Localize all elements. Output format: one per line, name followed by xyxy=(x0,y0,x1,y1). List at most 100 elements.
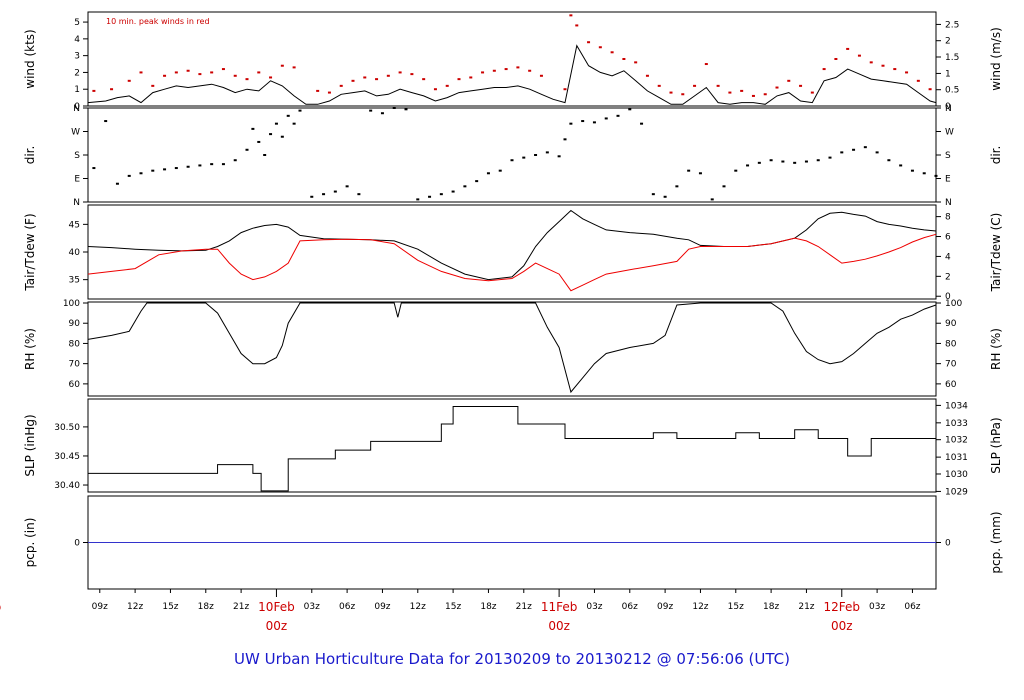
data-point xyxy=(115,182,119,185)
data-point xyxy=(840,151,844,154)
data-point xyxy=(386,74,390,77)
data-point xyxy=(557,155,561,158)
y-tick-label-left: S xyxy=(74,151,80,161)
panel-frame xyxy=(87,398,937,493)
x-tick-label: 18z xyxy=(763,602,779,612)
data-point xyxy=(292,66,296,69)
data-point xyxy=(280,64,284,67)
data-point xyxy=(198,73,202,76)
data-point xyxy=(92,89,96,92)
data-point xyxy=(221,68,225,71)
data-point xyxy=(498,169,502,172)
data-point xyxy=(799,84,803,87)
y-tick-label-right: 2 xyxy=(945,272,951,282)
data-point xyxy=(375,78,379,81)
y-tick-label-right: 2.5 xyxy=(945,20,959,30)
data-point xyxy=(681,93,685,96)
data-point xyxy=(151,84,155,87)
data-point xyxy=(575,24,579,27)
data-point xyxy=(422,78,426,81)
y-tick-label-left: 40 xyxy=(69,248,81,258)
data-point xyxy=(280,135,284,138)
data-point xyxy=(310,195,314,198)
y-tick-label-left: N xyxy=(73,104,80,114)
y-tick-label-right: 1034 xyxy=(945,401,968,411)
data-point xyxy=(716,84,720,87)
data-point xyxy=(875,151,879,154)
x-tick-label: 15z xyxy=(445,602,461,612)
data-point xyxy=(445,84,449,87)
data-point xyxy=(598,46,602,49)
day-hour-label: 00z xyxy=(831,619,853,633)
data-point xyxy=(380,112,384,115)
data-point xyxy=(687,169,691,172)
y-tick-label-left: 45 xyxy=(69,220,80,230)
data-point xyxy=(233,159,237,162)
y-tick-label-left: 4 xyxy=(74,35,80,45)
data-point xyxy=(740,89,744,92)
y-tick-label-right: 1.5 xyxy=(945,53,959,63)
data-point xyxy=(592,121,596,124)
data-point xyxy=(392,107,396,109)
data-point xyxy=(139,71,143,74)
y-tick-label-right: 1033 xyxy=(945,419,968,429)
y-tick-label-right: 80 xyxy=(945,339,957,349)
data-point xyxy=(428,195,432,198)
x-tick-label: 06z xyxy=(622,602,638,612)
data-point xyxy=(852,148,856,151)
data-point xyxy=(492,69,496,72)
data-point xyxy=(587,41,591,44)
data-point xyxy=(781,160,785,163)
x-tick-label: 15z xyxy=(728,602,744,612)
y-tick-label-left: 30.40 xyxy=(54,481,80,491)
data-point xyxy=(398,71,402,74)
data-point xyxy=(916,79,920,82)
data-point xyxy=(263,154,267,156)
x-tick-label: 21z xyxy=(798,602,814,612)
data-point xyxy=(663,195,667,198)
y-label-right: RH (%) xyxy=(989,328,1003,370)
data-point xyxy=(510,159,514,162)
data-point xyxy=(298,109,302,112)
series-temp-tdew xyxy=(87,233,937,292)
x-tick-label: 03z xyxy=(586,602,602,612)
y-label-right: dir. xyxy=(989,146,1003,165)
x-tick-label: 03z xyxy=(304,602,320,612)
data-point xyxy=(174,71,178,74)
x-tick-label: 21z xyxy=(233,602,249,612)
y-label-left: RH (%) xyxy=(23,328,37,370)
data-point xyxy=(804,160,808,163)
data-point xyxy=(433,88,437,91)
data-point xyxy=(893,68,897,71)
y-tick-label-right: 0 xyxy=(945,539,951,549)
data-point xyxy=(127,174,131,177)
y-tick-label-left: 90 xyxy=(69,319,81,329)
y-tick-label-right: 0 xyxy=(945,292,951,302)
data-point xyxy=(934,174,938,177)
x-tick-label: 15z xyxy=(162,602,178,612)
data-point xyxy=(345,185,349,188)
y-tick-label-left: 30.45 xyxy=(54,452,80,462)
data-point xyxy=(563,88,567,91)
data-point xyxy=(163,168,167,171)
data-point xyxy=(357,193,361,196)
y-tick-label-right: 1032 xyxy=(945,436,968,446)
y-tick-label-right: N xyxy=(945,104,952,114)
y-label-right: SLP (hPa) xyxy=(989,417,1003,473)
x-tick-label: 21z xyxy=(516,602,532,612)
series-wind-1 xyxy=(92,14,932,97)
data-point xyxy=(693,84,697,87)
data-point xyxy=(657,84,661,87)
data-point xyxy=(333,190,337,193)
series-temp-tair xyxy=(87,209,937,281)
y-tick-label-right: 6 xyxy=(945,233,951,243)
y-label-left: dir. xyxy=(23,146,37,165)
data-point xyxy=(316,89,320,92)
x-tick-label: 18z xyxy=(480,602,496,612)
day-hour-label: 00z xyxy=(266,619,288,633)
wind-note: 10 min. peak winds in red xyxy=(106,17,210,26)
y-label-right: wind (m/s) xyxy=(989,27,1003,91)
data-point xyxy=(92,167,96,170)
data-point xyxy=(746,164,750,167)
y-tick-label-right: 8 xyxy=(945,213,951,223)
